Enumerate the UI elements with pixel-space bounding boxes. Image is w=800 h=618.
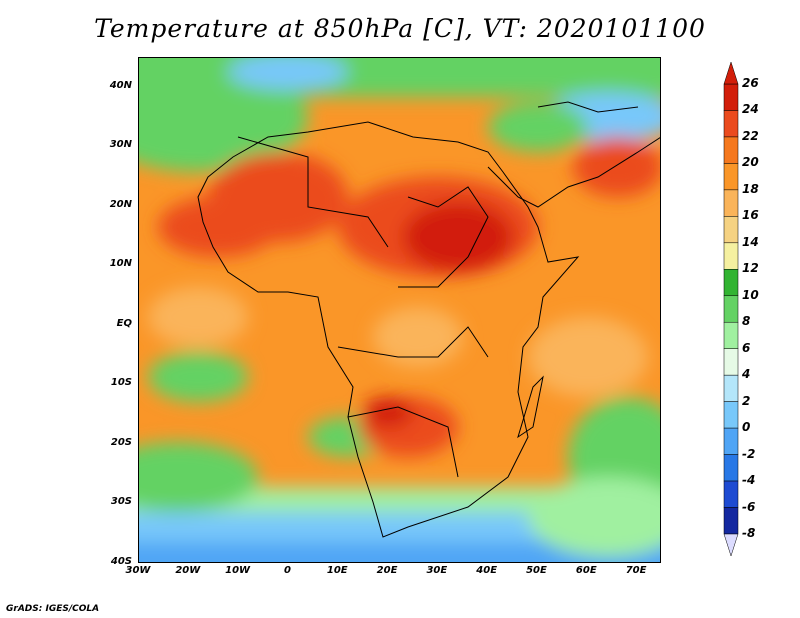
lat-tick-label: 10S	[110, 377, 132, 389]
lon-tick-label: 70E	[625, 565, 647, 576]
colorbar-tick-label: 20	[742, 155, 759, 170]
colorbar-tick-label: 16	[742, 208, 759, 223]
colorbar-tick-label: 4	[742, 367, 751, 382]
lat-tick-label: 20S	[110, 436, 132, 448]
lat-tick-label: 40N	[109, 79, 132, 91]
lon-tick-label: 20E	[376, 565, 398, 576]
colorbar-tick-label: 8	[742, 314, 751, 329]
colorbar-tick-label: 2	[742, 393, 751, 408]
colorbar-tick-label: -2	[742, 446, 756, 461]
temperature-map	[138, 57, 661, 563]
colorbar-tick-label: 14	[742, 234, 759, 249]
temperature-field	[138, 57, 661, 563]
colorbar-tick-label: -4	[742, 473, 756, 488]
colorbar-tick-label: 26	[742, 76, 759, 90]
lon-tick-label: 60E	[575, 565, 597, 576]
lat-tick-label: EQ	[116, 317, 132, 329]
lat-tick-label: 40S	[110, 556, 132, 567]
colorbar-tick-label: 12	[742, 261, 759, 276]
coastlines	[197, 101, 661, 538]
colorbar-tick-label: 24	[742, 102, 759, 117]
lon-tick-label: 0	[283, 565, 291, 576]
lat-tick-label: 10N	[109, 258, 132, 270]
credit-text: GrADS: IGES/COLA	[6, 604, 100, 614]
colorbar-tick-label: 0	[742, 420, 751, 435]
lon-tick-label: 10W	[225, 565, 251, 576]
colorbar-tick-label: -6	[742, 499, 756, 514]
lon-tick-label: 20W	[175, 565, 201, 576]
lat-tick-label: 20N	[109, 198, 132, 210]
map-frame	[138, 57, 661, 563]
lon-tick-label: 10E	[326, 565, 348, 576]
colorbar-tick-label: 18	[742, 181, 759, 196]
lat-tick-label: 30S	[110, 496, 132, 508]
lat-tick-label: 30N	[109, 139, 132, 151]
colorbar-tick-label: 10	[742, 287, 759, 302]
lon-tick-label: 40E	[476, 565, 498, 576]
lon-tick-label: 30E	[426, 565, 448, 576]
chart-title: Temperature at 850hPa [C], VT: 202010110…	[94, 14, 706, 43]
colorbar-tick-label: 6	[742, 340, 751, 355]
lon-tick-label: 30W	[125, 565, 151, 576]
colorbar-tick-label: 22	[742, 128, 759, 143]
colorbar-tick-label: -8	[742, 526, 756, 540]
lon-tick-label: 50E	[526, 565, 547, 576]
